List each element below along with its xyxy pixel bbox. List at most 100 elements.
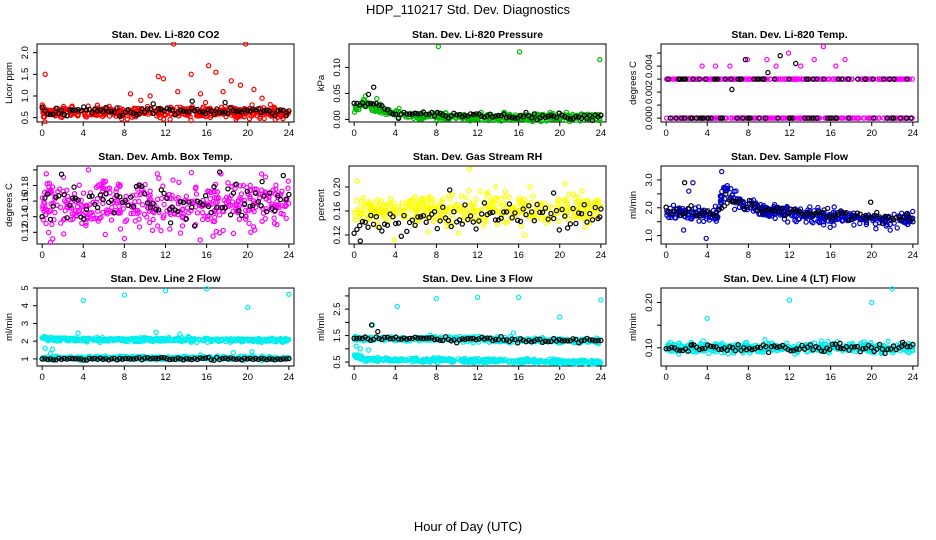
- data-point-black: [456, 217, 463, 223]
- data-point-black: [721, 203, 728, 209]
- data-point-main: [815, 204, 821, 211]
- x-tick-label: 16: [513, 372, 524, 383]
- data-point-main: [692, 205, 699, 211]
- data-point-main: [39, 102, 46, 108]
- data-point-black: [114, 192, 120, 199]
- data-point-black: [354, 226, 360, 233]
- data-point-black: [365, 100, 371, 107]
- data-point-black: [250, 106, 256, 112]
- data-point-black: [752, 201, 758, 207]
- data-point-black: [230, 190, 237, 196]
- data-point-black: [760, 76, 767, 82]
- outlier-point: [249, 349, 255, 355]
- data-point-main: [486, 193, 492, 200]
- data-point-black: [746, 115, 753, 121]
- data-point-black: [429, 109, 435, 116]
- data-point-black: [39, 213, 45, 220]
- data-point-main: [205, 216, 211, 223]
- x-tick-label: 0: [39, 250, 44, 261]
- data-point-black: [908, 115, 914, 121]
- outlier-point: [371, 84, 377, 90]
- y-tick-label: 4: [20, 303, 31, 308]
- data-point-main: [76, 182, 82, 188]
- data-point-main: [449, 191, 456, 198]
- outlier-point: [557, 314, 563, 320]
- point-layer: [663, 43, 916, 121]
- point-layer: [39, 42, 292, 124]
- outlier-point: [516, 49, 523, 55]
- outlier-point: [435, 43, 442, 50]
- data-point-black: [128, 109, 134, 115]
- data-point-upper: [101, 338, 107, 344]
- data-point-main: [566, 191, 572, 197]
- data-point-black: [177, 198, 184, 205]
- y-axis-label: Licor ppm: [4, 62, 15, 104]
- outlier-point: [150, 101, 156, 107]
- data-point-black: [164, 355, 170, 362]
- data-point-main: [124, 116, 130, 122]
- data-point-main: [376, 201, 383, 208]
- data-point-black: [412, 110, 418, 116]
- data-point-main: [42, 205, 48, 211]
- data-point-main: [230, 208, 236, 214]
- data-point-black: [133, 111, 140, 118]
- data-point-main: [792, 217, 798, 224]
- data-point-black: [734, 115, 740, 121]
- data-point-black: [166, 356, 173, 363]
- data-point-black: [440, 204, 446, 210]
- outlier-point: [121, 292, 128, 298]
- data-point-main: [396, 204, 402, 210]
- data-point-main: [227, 202, 234, 208]
- data-point-black: [501, 209, 507, 215]
- data-point-main: [132, 218, 138, 224]
- x-tick-label: 12: [472, 250, 483, 261]
- data-point-main: [173, 196, 179, 202]
- data-point-main: [494, 201, 500, 207]
- data-point-main: [909, 76, 916, 82]
- data-point-black: [786, 115, 793, 121]
- outlier-point: [391, 237, 397, 243]
- data-point-black: [713, 212, 719, 219]
- data-point-black: [275, 108, 281, 114]
- data-point-main: [117, 226, 124, 232]
- data-point-main: [502, 188, 509, 194]
- data-point-black: [746, 197, 753, 204]
- data-point-upper: [95, 335, 102, 342]
- data-point-main: [516, 195, 523, 201]
- y-tick-label: 2.0: [20, 46, 31, 59]
- outlier-point: [798, 63, 804, 69]
- x-tick-label: 24: [284, 128, 295, 139]
- data-point-black: [512, 210, 518, 216]
- x-tick-label: 0: [663, 250, 668, 261]
- data-point-main: [123, 193, 129, 199]
- outlier-point: [220, 88, 226, 95]
- data-point-black: [78, 108, 84, 114]
- data-point-black: [470, 111, 476, 118]
- data-point-black: [587, 112, 593, 119]
- data-point-main: [563, 197, 569, 203]
- data-point-black: [216, 356, 223, 363]
- data-point-black: [437, 218, 443, 224]
- data-point-black: [261, 193, 267, 199]
- data-point-black: [50, 357, 56, 363]
- data-point-black: [169, 107, 176, 113]
- data-point-black: [509, 114, 515, 121]
- data-point-main: [780, 115, 787, 121]
- data-point-black: [47, 216, 54, 223]
- data-point-main: [161, 201, 167, 208]
- data-point-main: [831, 204, 837, 210]
- data-point-black: [227, 355, 234, 361]
- data-point-main: [133, 192, 139, 198]
- data-point-black: [227, 212, 234, 218]
- data-point-black: [855, 76, 861, 82]
- data-point-black: [445, 217, 452, 224]
- data-point-black: [186, 199, 192, 205]
- data-point-main: [130, 210, 137, 217]
- data-point-black: [423, 111, 429, 118]
- outlier-point: [43, 171, 50, 177]
- data-point-main: [188, 169, 195, 176]
- data-point-main: [360, 195, 367, 201]
- data-point-black: [899, 217, 905, 223]
- data-point-main: [70, 216, 76, 222]
- data-point-black: [144, 106, 151, 112]
